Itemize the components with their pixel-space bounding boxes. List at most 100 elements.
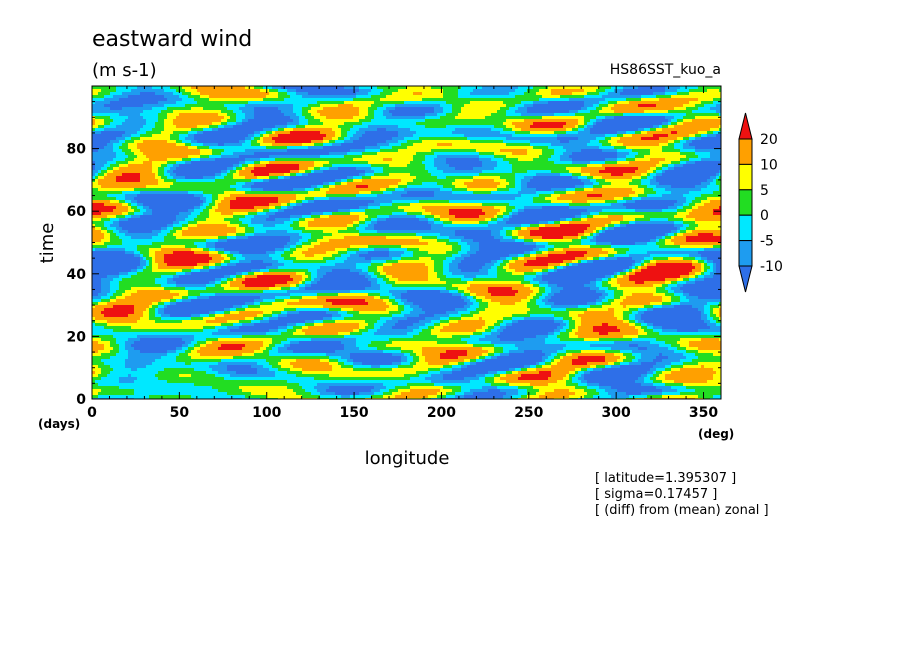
field-cell: [470, 86, 474, 90]
field-cell: [443, 104, 447, 108]
field-cell: [575, 104, 579, 108]
field-cell: [560, 86, 564, 90]
field-cell: [365, 86, 369, 90]
field-cell: [641, 92, 645, 96]
field-cell: [359, 95, 363, 99]
field-cell: [413, 89, 417, 93]
field-cell: [245, 107, 249, 111]
field-cell: [236, 113, 240, 117]
field-cell: [305, 113, 309, 117]
field-cell: [149, 101, 153, 105]
field-cell: [488, 92, 492, 96]
field-cell: [668, 98, 672, 102]
field-cell: [380, 110, 384, 114]
field-cell: [566, 98, 570, 102]
field-cell: [521, 92, 525, 96]
field-cell: [359, 92, 363, 96]
field-cell: [257, 107, 261, 111]
field-cell: [137, 101, 141, 105]
field-cell: [425, 98, 429, 102]
field-cell: [428, 107, 432, 111]
field-cell: [209, 92, 213, 96]
field-cell: [269, 92, 273, 96]
field-cell: [542, 86, 546, 90]
field-cell: [338, 110, 342, 114]
field-cell: [161, 95, 165, 99]
field-cell: [545, 92, 549, 96]
field-cell: [269, 86, 273, 90]
field-cell: [638, 95, 642, 99]
field-cell: [437, 95, 441, 99]
field-cell: [437, 101, 441, 105]
field-cell: [530, 92, 534, 96]
field-cell: [452, 92, 456, 96]
field-cell: [686, 89, 690, 93]
field-cell: [251, 98, 255, 102]
field-cell: [554, 95, 558, 99]
field-cell: [557, 89, 561, 93]
field-cell: [194, 89, 198, 93]
field-cell: [485, 86, 489, 90]
field-cell: [329, 92, 333, 96]
field-cell: [113, 107, 117, 111]
field-cell: [161, 101, 165, 105]
field-cell: [182, 86, 186, 90]
field-cell: [710, 86, 714, 90]
field-cell: [554, 107, 558, 111]
field-cell: [179, 95, 183, 99]
field-cell: [206, 86, 210, 90]
field-cell: [467, 95, 471, 99]
field-cell: [473, 86, 477, 90]
field-cell: [593, 92, 597, 96]
field-cell: [299, 86, 303, 90]
field-cell: [143, 110, 147, 114]
field-cell: [680, 107, 684, 111]
field-cell: [284, 113, 288, 117]
field-cell: [494, 98, 498, 102]
field-cell: [143, 101, 147, 105]
field-cell: [533, 89, 537, 93]
field-cell: [248, 113, 252, 117]
field-cell: [203, 98, 207, 102]
field-cell: [509, 101, 513, 105]
field-cell: [434, 86, 438, 90]
field-cell: [302, 104, 306, 108]
field-cell: [407, 92, 411, 96]
field-cell: [446, 98, 450, 102]
field-cell: [353, 101, 357, 105]
field-cell: [323, 89, 327, 93]
field-cell: [509, 110, 513, 114]
field-cell: [701, 95, 705, 99]
field-cell: [272, 89, 276, 93]
field-cell: [599, 86, 603, 90]
field-cell: [218, 113, 222, 117]
field-cell: [407, 95, 411, 99]
field-cell: [677, 101, 681, 105]
field-cell: [608, 107, 612, 111]
field-cell: [482, 92, 486, 96]
field-cell: [308, 101, 312, 105]
field-cell: [458, 104, 462, 108]
field-cell: [626, 86, 630, 90]
field-cell: [359, 104, 363, 108]
field-cell: [218, 98, 222, 102]
field-cell: [125, 92, 129, 96]
field-cell: [392, 89, 396, 93]
field-cell: [377, 107, 381, 111]
field-cell: [716, 92, 720, 96]
field-cell: [356, 95, 360, 99]
field-cell: [368, 98, 372, 102]
field-cell: [272, 92, 276, 96]
field-cell: [479, 86, 483, 90]
field-cell: [569, 104, 573, 108]
field-cell: [338, 89, 342, 93]
field-cell: [680, 89, 684, 93]
field-cell: [521, 101, 525, 105]
field-cell: [557, 95, 561, 99]
field-cell: [368, 110, 372, 114]
field-cell: [269, 104, 273, 108]
field-cell: [155, 104, 159, 108]
field-cell: [554, 104, 558, 108]
field-cell: [389, 107, 393, 111]
field-cell: [506, 95, 510, 99]
